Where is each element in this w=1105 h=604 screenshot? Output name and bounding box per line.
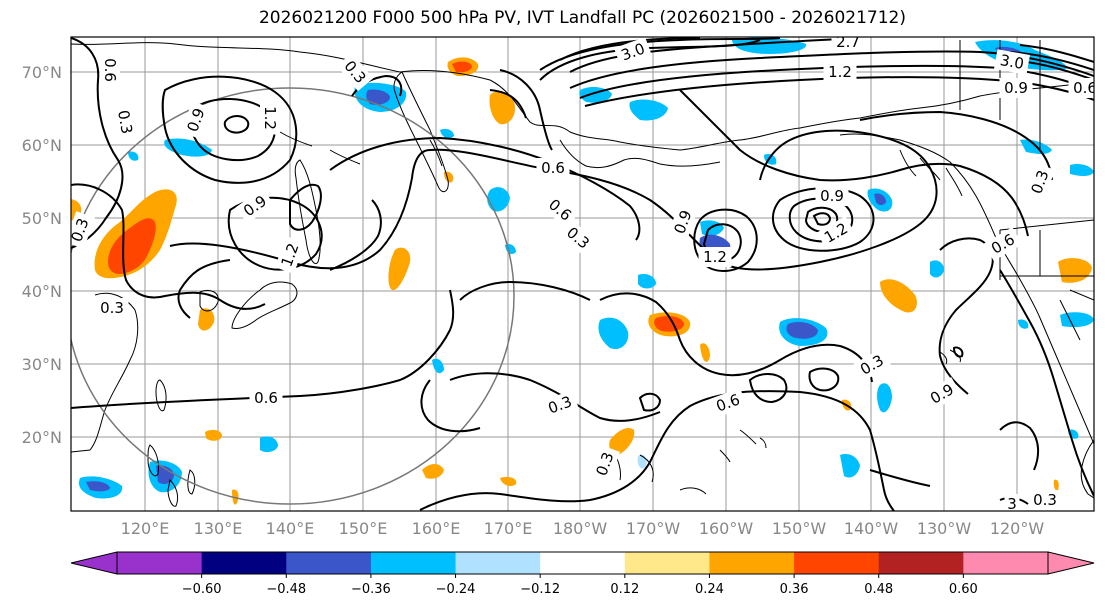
latitude-label: 60°N — [22, 136, 62, 155]
contour-label: 0.6 — [249, 388, 283, 408]
contour-label: 0.3 — [95, 298, 129, 318]
longitude-label: 130°E — [194, 519, 243, 538]
svg-text:0.9: 0.9 — [820, 187, 844, 205]
colorbar-segment — [878, 552, 964, 574]
colorbar-tick-label: 0.24 — [695, 582, 724, 597]
colorbar-tick-label: −0.36 — [351, 582, 391, 597]
longitude-label: 150°E — [339, 519, 388, 538]
longitude-label: 140°W — [844, 519, 899, 538]
contour-label: 0.6 — [1068, 78, 1097, 98]
svg-text:0.3: 0.3 — [114, 109, 136, 136]
svg-text:0.6: 0.6 — [1073, 79, 1097, 97]
svg-text:0.3: 0.3 — [100, 299, 124, 317]
longitude-label: 180°W — [553, 519, 608, 538]
longitude-label: 170°E — [484, 519, 533, 538]
colorbar-tick-label: 0.12 — [610, 582, 639, 597]
longitude-label: 170°W — [626, 519, 681, 538]
svg-text:3.0: 3.0 — [999, 51, 1026, 73]
svg-text:0.6: 0.6 — [541, 159, 565, 177]
colorbar-segment — [963, 552, 1049, 574]
svg-text:0.3: 0.3 — [1033, 491, 1057, 509]
longitude-label: 120°W — [990, 519, 1045, 538]
svg-text:1.2: 1.2 — [703, 248, 727, 266]
colorbar-tick-label: −0.48 — [266, 582, 306, 597]
colorbar-extend-high — [1047, 551, 1095, 575]
map-title: 2026021200 F000 500 hPa PV, IVT Landfall… — [258, 8, 906, 28]
contour-label: 3 — [1004, 494, 1020, 513]
latitude-labels: 70°N 60°N 50°N 40°N 30°N 20°N — [22, 63, 62, 447]
colorbar-segment — [286, 552, 372, 574]
contour-label: 0.9 — [815, 186, 849, 206]
svg-text:0.6: 0.6 — [254, 389, 278, 407]
plot-frame — [70, 36, 1095, 512]
colorbar-tick-label: −0.60 — [182, 582, 222, 597]
longitude-label: 160°E — [412, 519, 461, 538]
colorbar-tick-label: 0.60 — [949, 582, 978, 597]
longitude-label: 160°W — [699, 519, 754, 538]
colorbar-extend-low — [70, 551, 118, 575]
colorbar-segment — [794, 552, 880, 574]
longitude-label: 140°E — [266, 519, 315, 538]
colorbar-segment — [370, 552, 457, 574]
contour-label: 0.6 — [100, 53, 120, 87]
colorbar-segment — [117, 552, 203, 574]
svg-text:1.2: 1.2 — [828, 63, 852, 81]
latitude-label: 20°N — [22, 428, 62, 447]
latitude-label: 70°N — [22, 63, 62, 82]
colorbar-tick-label: 0.36 — [780, 582, 809, 597]
contour-label: 1.2 — [823, 62, 857, 82]
colorbar-tick-label: 0.48 — [864, 582, 893, 597]
contour-label: 0.3 — [112, 104, 138, 140]
longitude-label: 130°W — [917, 519, 972, 538]
colorbar-segment — [201, 552, 287, 574]
svg-text:0.6: 0.6 — [101, 58, 119, 82]
range-ring — [71, 87, 515, 505]
colorbar-segment — [455, 552, 541, 574]
colorbar: −0.60 −0.48 −0.36 −0.24 −0.12 0.12 0.24 0.36 0.4… — [70, 551, 1095, 597]
colorbar-segment — [540, 552, 626, 574]
longitude-label: 150°W — [772, 519, 827, 538]
colorbar-segment — [624, 552, 710, 574]
latitude-label: 30°N — [22, 355, 62, 374]
latitude-label: 40°N — [22, 282, 62, 301]
contour-label: 0.3 — [1028, 490, 1062, 510]
graticule — [71, 37, 1094, 511]
pv-anomaly-fills — [71, 37, 1094, 505]
contour-label: 2.7 — [831, 33, 865, 52]
svg-text:3: 3 — [1007, 495, 1017, 513]
contour-label: 0.3 — [71, 211, 96, 249]
contour-label: 3.0 — [994, 49, 1030, 75]
contour-label: 0.6 — [536, 158, 570, 178]
colorbar-tick-label: −0.12 — [520, 582, 560, 597]
svg-text:1.2: 1.2 — [261, 106, 279, 130]
longitude-label: 120°E — [121, 519, 170, 538]
contour-label: 1.2 — [698, 247, 732, 267]
svg-text:2.7: 2.7 — [836, 33, 860, 51]
colorbar-tick-label: −0.24 — [436, 582, 476, 597]
contour-label: 0.9 — [999, 78, 1033, 98]
longitude-labels: 120°E 130°E 140°E 150°E 160°E 170°E 180°W 170°W… — [121, 519, 1045, 538]
latitude-label: 50°N — [22, 209, 62, 228]
svg-text:0.9: 0.9 — [1004, 79, 1028, 97]
colorbar-segment — [709, 552, 795, 574]
contour-label: 1.2 — [260, 101, 280, 135]
